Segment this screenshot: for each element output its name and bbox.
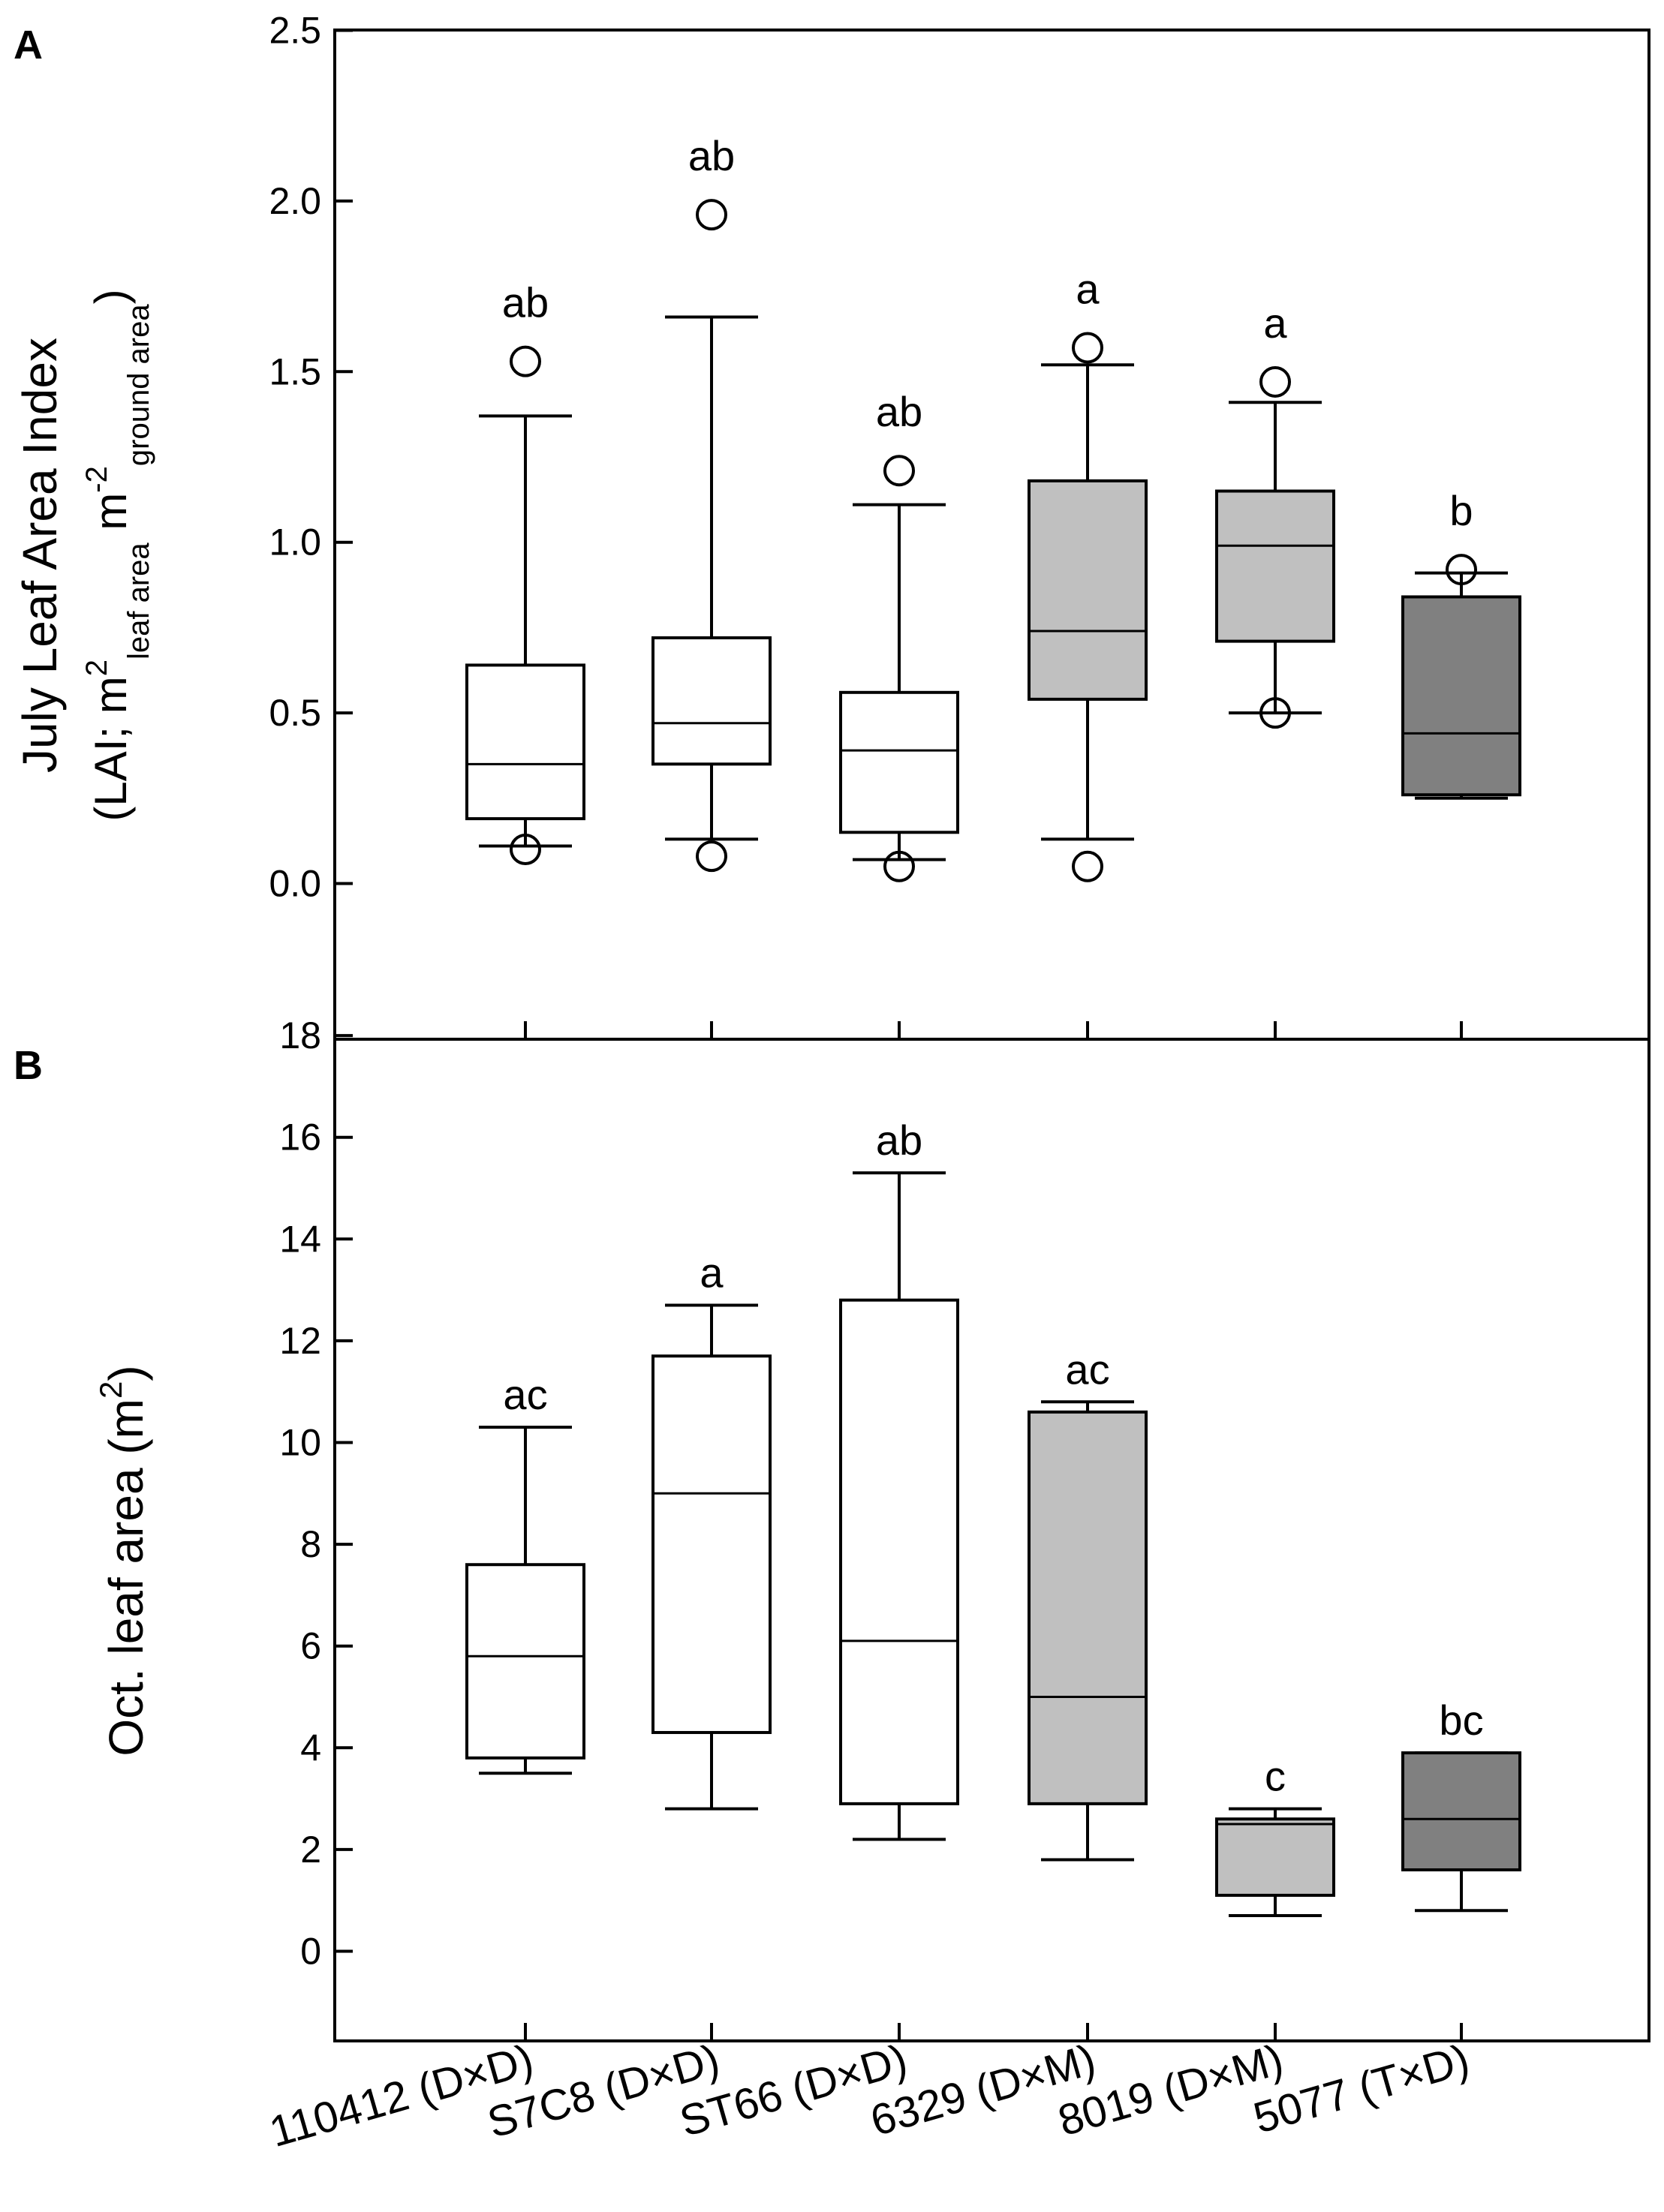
- panel-b: 0 2 4 6 8 10 12 14 16 18 ac a ab ac c bc Oct. leaf are…: [93, 1014, 1650, 2042]
- significance-letter: ab: [502, 279, 549, 326]
- panel-b-ytick-label: 12: [279, 1320, 321, 1362]
- significance-letter: a: [1263, 299, 1287, 347]
- panel-label-b: B: [14, 1043, 43, 1088]
- box-iqr: [1028, 479, 1148, 701]
- outlier-point: [883, 455, 915, 487]
- box-3: ab: [839, 388, 959, 882]
- significance-letter: ac: [1065, 1345, 1109, 1393]
- panel-a-ylabel-line2: (LAI; m2leaf area m-2ground area): [80, 289, 155, 821]
- box-iqr: [651, 636, 772, 766]
- box-iqr: [465, 663, 585, 821]
- outlier-point: [510, 834, 541, 866]
- box-1: ab: [465, 279, 585, 866]
- panel-a-ytick-label: 0.0: [269, 863, 321, 905]
- panel-b-ytick-label: 8: [300, 1523, 321, 1565]
- box-iqr: [465, 1563, 585, 1760]
- panel-a-ytick-label: 2.5: [269, 10, 321, 52]
- box-iqr: [651, 1354, 772, 1734]
- box-4: a: [1028, 265, 1148, 882]
- panel-label-a: A: [14, 23, 43, 68]
- box-iqr: [1215, 489, 1335, 643]
- significance-letter: a: [1076, 265, 1100, 312]
- box-iqr: [839, 690, 959, 834]
- outlier-point: [1259, 365, 1291, 398]
- box-1: ac: [465, 1371, 585, 1775]
- panel-a-ylabel-line1: July Leaf Area Index: [13, 338, 67, 773]
- box-iqr: [839, 1298, 959, 1805]
- panel-b-ylabel: Oct. leaf area (m2): [93, 1365, 153, 1756]
- box-4: ac: [1028, 1345, 1148, 1862]
- significance-letter: ab: [688, 132, 735, 179]
- panel-a-ytick-label: 1.0: [269, 521, 321, 564]
- panel-b-ytick-label: 0: [300, 1931, 321, 1973]
- panel-b-y-ticks: 0 2 4 6 8 10 12 14 16 18: [279, 1014, 353, 1973]
- significance-letter: c: [1265, 1753, 1286, 1800]
- x-category-label: 5077 (T×D): [1248, 2035, 1474, 2143]
- box-iqr: [1215, 1817, 1335, 1897]
- outlier-point: [1259, 697, 1291, 729]
- box-iqr: [1401, 595, 1521, 797]
- box-6: bc: [1401, 1697, 1521, 1913]
- panel-b-ytick-label: 4: [300, 1727, 321, 1769]
- box-5: a: [1215, 299, 1335, 729]
- significance-letter: a: [700, 1249, 724, 1296]
- box-6: b: [1401, 487, 1521, 800]
- panel-b-ytick-label: 10: [279, 1422, 321, 1464]
- outlier-point: [1072, 850, 1103, 882]
- box-iqr: [1401, 1751, 1521, 1872]
- box-2: ab: [651, 132, 772, 873]
- significance-letter: ab: [876, 1117, 922, 1164]
- significance-letter: bc: [1439, 1697, 1483, 1744]
- panel-b-ytick-label: 14: [279, 1218, 321, 1260]
- panel-b-ytick-label: 16: [279, 1117, 321, 1159]
- outlier-point: [696, 199, 727, 231]
- panel-b-x-ticks: [524, 2023, 1463, 2041]
- panel-a-ytick-label: 0.5: [269, 692, 321, 734]
- significance-letter: ab: [876, 388, 922, 435]
- panel-b-boxes: ac a ab ac c bc: [465, 1117, 1521, 1918]
- outlier-point: [883, 850, 915, 882]
- box-iqr: [1028, 1410, 1148, 1805]
- outlier-point: [510, 345, 541, 377]
- panel-a-ytick-label: 1.5: [269, 350, 321, 392]
- panel-b-ytick-label: 2: [300, 1829, 321, 1871]
- panel-a-y-ticks: 0.0 0.5 1.0 1.5 2.0 2.5: [269, 10, 353, 905]
- x-category-labels: 110412 (D×D)S7C8 (D×D)ST66 (D×D)6329 (D×…: [264, 2035, 1475, 2156]
- outlier-point: [696, 840, 727, 873]
- panel-b-frame: [333, 1038, 1650, 2042]
- box-3: ab: [839, 1117, 959, 1841]
- panel-b-ytick-label: 18: [279, 1014, 321, 1056]
- outlier-point: [1072, 332, 1103, 364]
- panel-a-frame: [333, 29, 1650, 1041]
- panel-a-x-ticks: [524, 1021, 1463, 1039]
- box-2: a: [651, 1249, 772, 1811]
- panel-b-ytick-label: 6: [300, 1625, 321, 1667]
- significance-letter: b: [1449, 487, 1473, 534]
- outlier-point: [1446, 554, 1477, 586]
- panel-a-ytick-label: 2.0: [269, 180, 321, 222]
- box-5: c: [1215, 1753, 1335, 1918]
- significance-letter: ac: [503, 1371, 547, 1418]
